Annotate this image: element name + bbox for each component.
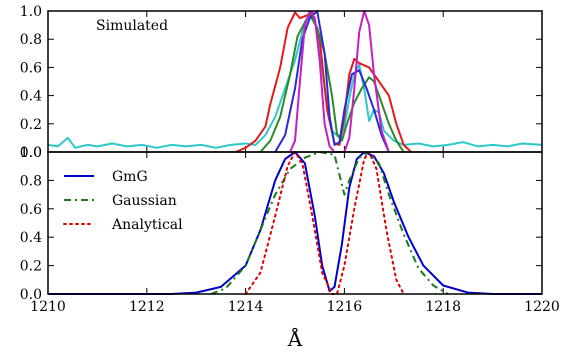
series-line — [259, 12, 405, 153]
y-tick-label: 0.6 — [20, 202, 42, 218]
series-line — [289, 10, 390, 153]
series-line — [235, 11, 412, 153]
series-line — [274, 10, 390, 153]
bottom-ticks: 0.0 0.2 0.4 0.6 0.8 1.0 1210 1212 1214 1216 1218 12… — [20, 145, 560, 315]
y-tick-label: 0.4 — [20, 89, 42, 105]
y-tick-label: 0.2 — [20, 259, 42, 275]
series-line — [48, 151, 542, 295]
y-tick-label: 1.0 — [20, 4, 42, 20]
x-axis-label: Å — [287, 326, 303, 351]
top-panel: 0.0 0.2 0.4 0.6 0.8 1.0 Simulated — [20, 4, 543, 161]
legend-label: Analytical — [111, 217, 183, 233]
x-tick-label: 1218 — [425, 299, 461, 315]
y-tick-label: 0.0 — [20, 145, 42, 161]
top-series — [47, 10, 543, 153]
x-tick-label: 1214 — [228, 299, 264, 315]
bottom-panel: 0.0 0.2 0.4 0.6 0.8 1.0 1210 1212 1214 1216 1218 12… — [20, 145, 560, 315]
y-tick-label: 0.4 — [20, 230, 42, 246]
x-tick-label: 1220 — [524, 299, 560, 315]
y-tick-label: 0.8 — [20, 32, 42, 48]
legend: GmG Gaussian Analytical — [63, 169, 183, 233]
legend-label: Gaussian — [112, 193, 177, 209]
x-tick-label: 1212 — [129, 299, 165, 315]
axes-frame — [47, 151, 543, 295]
panel-annotation: Simulated — [96, 18, 168, 34]
series-line — [47, 14, 543, 149]
axes-frames — [47, 10, 543, 295]
y-tick-label: 0.0 — [20, 287, 42, 303]
series-line — [210, 151, 449, 295]
y-tick-label: 1.0 — [20, 145, 42, 161]
x-tick-label: 1210 — [30, 299, 66, 315]
legend-label: GmG — [112, 169, 148, 185]
y-tick-label: 0.2 — [20, 117, 42, 133]
x-tick-label: 1216 — [327, 299, 363, 315]
y-tick-label: 0.8 — [20, 173, 42, 189]
y-tick-label: 0.6 — [20, 60, 42, 76]
